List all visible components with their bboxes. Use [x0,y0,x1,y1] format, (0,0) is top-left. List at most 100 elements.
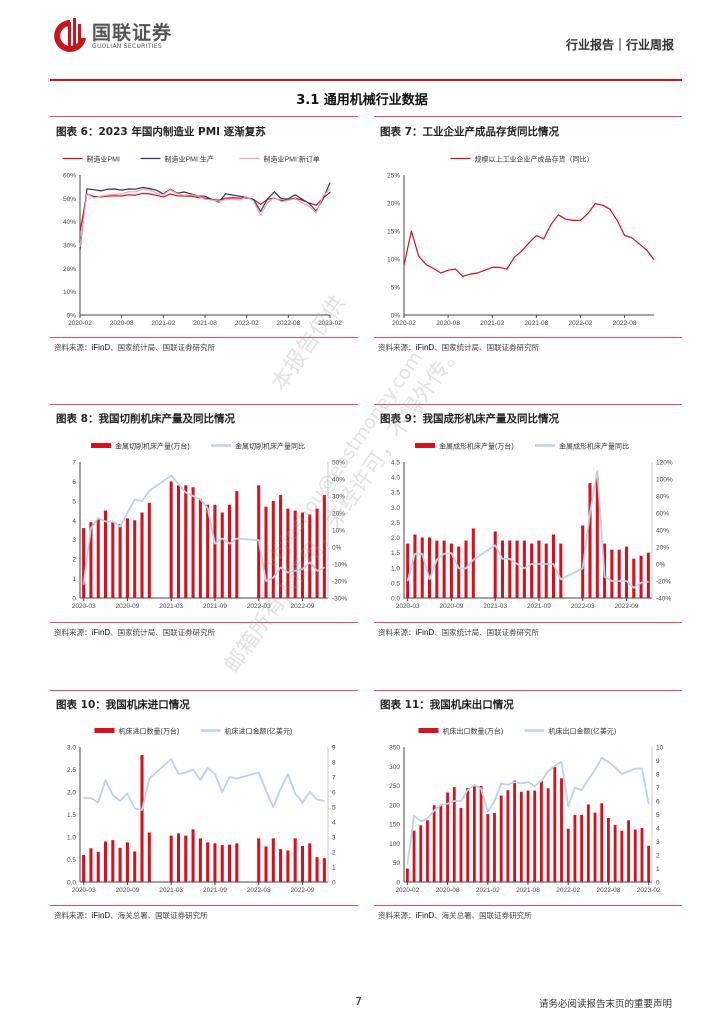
data-point [141,809,143,811]
legend-label: 制造业PMI [87,155,120,164]
source-label: 资料来源： [54,628,92,637]
legend-label: 机床进口金额(亿美元) [225,727,293,736]
y2-tick-label: -10% [332,562,347,569]
data-point [465,567,467,569]
figure-bottom-rule [50,337,358,338]
data-point [287,198,289,200]
bar [315,857,319,882]
data-point [406,863,408,865]
y2-tick-label: 20% [656,545,669,552]
data-point [119,800,121,802]
y2-tick-label: 120% [656,460,673,467]
bar [639,555,643,598]
source-label: 资料来源： [378,343,416,352]
bar [500,540,505,598]
data-point [480,788,482,790]
data-point [634,768,636,770]
y-tick-label: 5 [72,498,76,505]
source-ifind: iFinD [415,911,435,920]
bar [191,487,195,598]
bar [426,820,429,882]
bar [459,807,463,882]
data-point [114,188,116,190]
data-point [453,800,455,802]
legend-label: 金属成形机床产量同比 [559,442,629,451]
data-point [491,266,493,268]
data-point [640,582,642,584]
x-tick-label: 2021-02 [476,887,500,894]
figure-top-rule [50,116,358,117]
y-tick-label: 7 [72,460,76,467]
data-point [538,563,540,565]
data-point [614,766,616,768]
logo-mark-icon [54,18,86,52]
bar [206,842,210,882]
data-point [272,806,274,808]
data-point [520,782,522,784]
figure-source: 资料来源：iFinD、国家统计局、国联证券研究所 [54,342,215,353]
x-tick-label: 2020-03 [396,603,420,610]
bar [300,512,305,598]
legend-label: 制造业PMI:生产 [165,155,214,164]
data-point [329,182,331,184]
bar [493,812,496,882]
figure-top-rule [374,690,682,691]
source-ifind: iFinD [415,628,435,637]
bar [533,790,537,882]
data-point [589,512,591,514]
data-point [90,797,92,799]
data-point [207,507,209,509]
data-point [192,769,194,770]
data-point [214,773,216,775]
bar [560,778,563,882]
bar [593,812,597,882]
y-tick-label: 0.0 [391,596,400,603]
bar [133,520,137,598]
chart-cutting-machine: 金属切削机床产量(万台) 金属切削机床产量同比 0 1 2 3 4 5 6 7 -30% -20% -1… [72,442,348,611]
x-tick-label: 2021-08 [524,320,548,327]
data-point [97,517,99,519]
y-tick-label: 1.0 [67,835,76,842]
data-point [229,776,231,778]
data-point [413,815,415,817]
figure-source: 资料来源：iFinD、海关总署、国联证券研究所 [378,910,532,921]
y2-tick-label: 40% [656,528,669,535]
data-point [204,198,206,200]
data-point [309,561,311,563]
legend-label: 机床出口金额(亿美元) [549,727,617,736]
data-point [148,188,150,190]
data-point [267,202,268,204]
bar [286,850,290,882]
data-point [487,811,489,813]
data-point [267,198,268,200]
bar [220,512,224,598]
x-tick-label: 2022-09 [291,603,315,610]
data-point [436,559,438,561]
data-point [628,770,630,772]
data-point [420,820,422,822]
data-point [218,200,220,202]
bar [479,785,483,882]
data-point [499,266,501,268]
legend: 机床进口数量(万台) 机床进口金额(亿美元) [94,727,293,736]
y2-tick-label: 100% [656,477,673,484]
y-tick-label: 2.0 [67,790,76,797]
series-line [83,758,325,811]
data-point [225,199,227,201]
data-point [561,761,563,763]
y2-tick-label: 10% [332,528,345,535]
data-point [447,803,449,805]
data-point [265,580,267,582]
data-point [287,572,289,573]
x-tick-label: 2021-03 [483,603,507,610]
y-tick-label: 0.5 [67,857,76,864]
y-tick-label: 1.5 [67,812,76,819]
y2-tick-label: 9 [332,745,336,752]
y-tick-label: 20% [387,201,400,208]
x-tick-label: 2021-08 [516,887,540,894]
data-point [621,773,623,775]
source-ifind: iFinD [91,628,111,637]
y2-tick-label: -20% [656,579,671,586]
y-tick-label: 250 [389,783,400,790]
data-point [141,500,143,502]
